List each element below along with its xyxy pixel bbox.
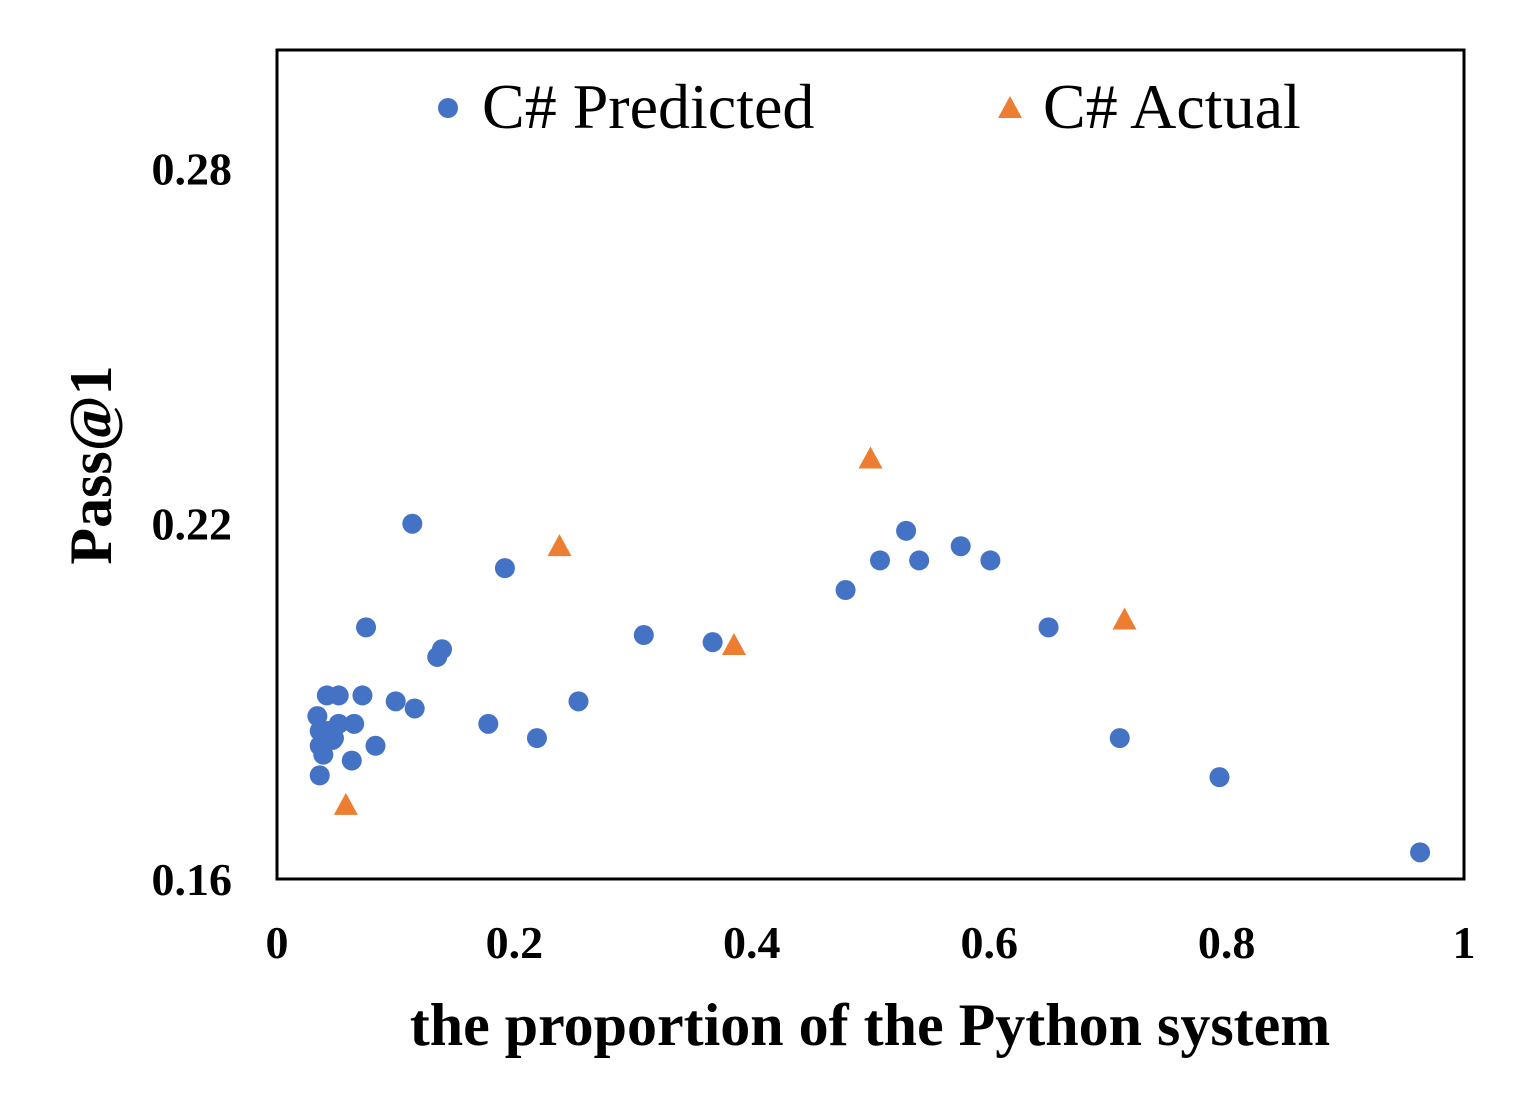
predicted-point	[385, 691, 406, 712]
predicted-point	[307, 706, 328, 727]
predicted-point	[402, 513, 423, 534]
predicted-point	[309, 765, 330, 786]
actual-point	[333, 792, 358, 815]
legend-label-actual: C# Actual	[1043, 71, 1301, 142]
predicted-point	[313, 744, 334, 765]
predicted-point	[1410, 842, 1431, 863]
predicted-point	[431, 639, 452, 660]
predicted-point	[909, 550, 930, 571]
x-tick-label: 0.8	[1198, 917, 1256, 968]
predicted-point	[344, 713, 365, 734]
x-axis-title: the proportion of the Python system	[410, 992, 1331, 1058]
predicted-point	[702, 632, 723, 653]
x-tick-label: 1	[1453, 917, 1476, 968]
data-points	[307, 446, 1431, 863]
predicted-point	[341, 750, 362, 771]
predicted-point	[633, 625, 654, 646]
predicted-point	[478, 713, 499, 734]
x-tick-label: 0.2	[486, 917, 544, 968]
predicted-point	[1209, 767, 1230, 788]
x-axis-tick-labels: 0 0.2 0.4 0.6 0.8 1	[266, 917, 1476, 968]
predicted-point	[352, 685, 373, 706]
predicted-point	[328, 713, 349, 734]
predicted-point	[526, 728, 547, 749]
predicted-point	[404, 698, 425, 719]
legend: C# Predicted C# Actual	[438, 71, 1301, 142]
y-tick-label: 0.16	[152, 854, 233, 905]
predicted-point	[494, 558, 515, 579]
predicted-point	[869, 550, 890, 571]
actual-point	[721, 633, 746, 656]
actual-point	[547, 534, 572, 557]
x-tick-label: 0.6	[960, 917, 1018, 968]
predicted-point	[568, 691, 589, 712]
predicted-point	[980, 550, 1001, 571]
legend-label-predicted: C# Predicted	[482, 71, 814, 142]
predicted-point	[896, 520, 917, 541]
predicted-point	[950, 536, 971, 557]
x-tick-label: 0	[266, 917, 289, 968]
x-tick-label: 0.4	[723, 917, 781, 968]
predicted-point	[835, 580, 856, 601]
predicted-point	[1109, 728, 1130, 749]
actual-point	[1112, 607, 1137, 630]
legend-marker-predicted	[438, 98, 458, 118]
y-tick-label: 0.28	[152, 143, 233, 194]
y-axis-title: Pass@1	[58, 365, 124, 564]
actual-point	[858, 446, 883, 469]
predicted-point	[1038, 617, 1059, 638]
predicted-point	[356, 617, 377, 638]
predicted-point	[365, 735, 386, 756]
y-tick-label: 0.22	[152, 499, 233, 550]
y-axis-tick-labels: 0.16 0.22 0.28	[152, 143, 233, 905]
legend-marker-actual	[998, 96, 1022, 118]
predicted-point	[328, 685, 349, 706]
